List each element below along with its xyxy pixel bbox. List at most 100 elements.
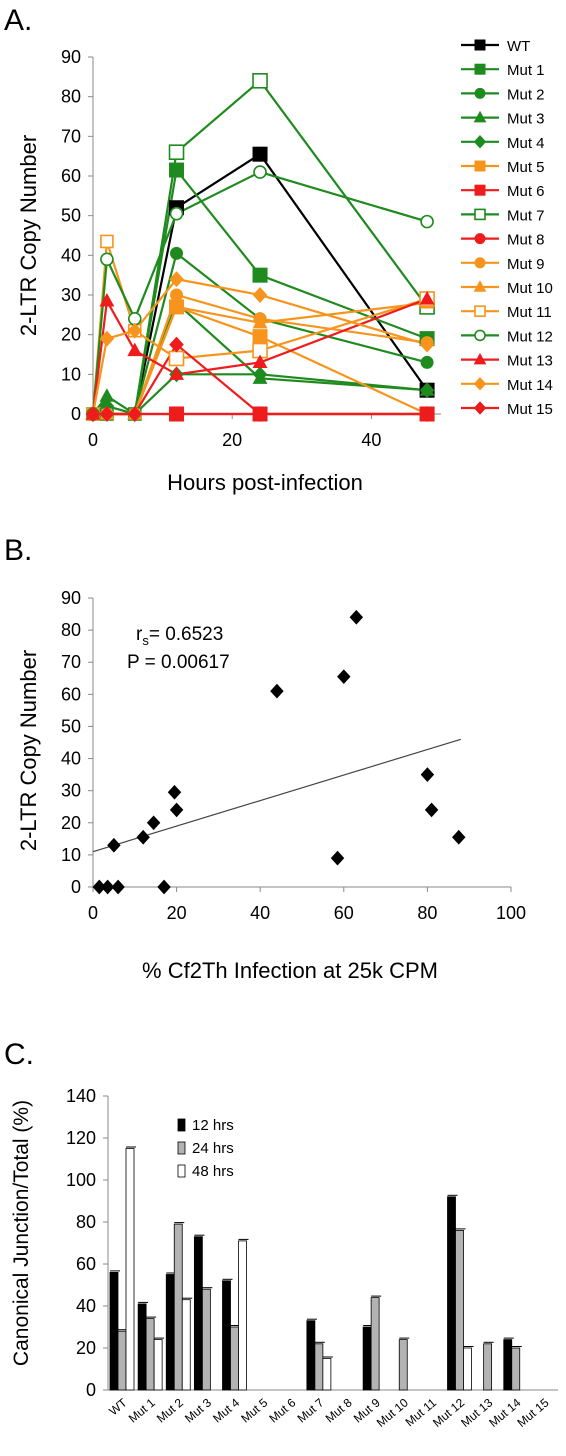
data-point	[107, 837, 121, 853]
panel-b: B. 0 10 20 30 40 50 60 70 80 90 0 20 40 60 80 100 % Cf2Th…	[4, 534, 526, 983]
series-line	[91, 297, 428, 415]
data-point	[419, 406, 435, 422]
legend-swatch	[177, 1141, 186, 1155]
data-point	[169, 366, 184, 380]
x-tick-label: 20	[167, 903, 187, 923]
series-line	[91, 170, 428, 415]
data-point	[146, 815, 161, 831]
y-tick-label: 50	[61, 206, 81, 226]
bar	[109, 1272, 119, 1391]
category-label: Mut 8	[323, 1395, 355, 1425]
data-point	[169, 802, 184, 818]
legend-label: 48 hrs	[192, 1163, 234, 1180]
bar	[230, 1326, 239, 1391]
category-label: Mut 5	[238, 1395, 270, 1425]
series-line	[91, 241, 428, 415]
category-label: Mut 7	[294, 1395, 326, 1425]
y-tick-label: 80	[76, 1212, 96, 1232]
data-point	[127, 342, 143, 357]
bar	[447, 1196, 456, 1391]
y-tick-label: 140	[66, 1086, 96, 1106]
legend-marker	[474, 208, 486, 221]
data-point	[169, 162, 185, 178]
data-point	[99, 406, 115, 422]
y-tick-label: 80	[61, 620, 81, 640]
data-point	[252, 366, 268, 383]
data-point	[419, 336, 435, 353]
legend-marker	[474, 184, 486, 196]
y-tick-label: 40	[61, 245, 81, 265]
category-label: Mut 6	[266, 1395, 298, 1425]
p-value-annotation: P = 0.00617	[127, 652, 230, 673]
y-tick-label: 60	[61, 166, 81, 186]
data-point	[127, 406, 143, 422]
bar	[455, 1230, 464, 1391]
bar	[145, 1318, 155, 1391]
panel-c: C. 0 20 40 60 80 100 120 140 Canonical Junction/T…	[4, 1038, 558, 1430]
legend-label: Mut 7	[507, 207, 545, 224]
bar	[153, 1339, 163, 1391]
data-point	[170, 246, 184, 260]
y-tick-label: 40	[61, 749, 81, 769]
data-point	[420, 355, 434, 369]
legend-marker	[474, 257, 486, 269]
bar	[173, 1223, 183, 1391]
legend-marker	[474, 329, 486, 342]
legend-swatch	[177, 1118, 186, 1132]
data-point	[157, 879, 171, 895]
y-tick-label: 40	[76, 1296, 96, 1316]
y-tick-label: 90	[61, 47, 81, 67]
x-tick-label: 60	[334, 903, 354, 923]
panel-label: A.	[4, 4, 32, 37]
data-point	[424, 802, 439, 818]
bar	[322, 1358, 332, 1391]
bar	[398, 1339, 408, 1391]
data-point	[111, 879, 125, 895]
legend-label: Mut 15	[507, 401, 553, 418]
y-tick-label: 60	[76, 1254, 96, 1274]
data-point	[270, 683, 284, 699]
data-point	[168, 144, 185, 160]
category-label: Mut 10	[374, 1395, 411, 1430]
data-point	[252, 267, 268, 283]
y-tick-label: 0	[71, 877, 81, 897]
data-point	[100, 879, 115, 895]
bar	[503, 1339, 513, 1391]
legend-label: Mut 6	[507, 183, 545, 200]
data-point	[168, 350, 185, 367]
data-point	[169, 271, 184, 288]
y-tick-label: 60	[61, 684, 81, 704]
data-point	[252, 146, 268, 162]
legend-marker	[474, 63, 486, 75]
legend-marker	[474, 233, 486, 245]
y-tick-label: 20	[61, 325, 81, 345]
y-tick-label: 10	[61, 364, 81, 384]
y-tick-label: 70	[61, 126, 81, 146]
data-point	[169, 206, 184, 221]
data-point	[167, 784, 182, 800]
y-axis-title: Canonical Junction/Total (%)	[10, 1100, 33, 1366]
data-point	[252, 287, 268, 303]
x-tick-label: 40	[361, 430, 381, 450]
y-tick-label: 0	[71, 404, 81, 424]
category-label: Mut 1	[126, 1395, 158, 1425]
x-tick-label: 0	[88, 430, 98, 450]
panel-a: A. 0 10 20 30 40 50 60 70 80 90 0 20 40 Hours post-inf…	[4, 4, 553, 495]
category-label: Mut 15	[514, 1395, 551, 1430]
bar	[165, 1274, 175, 1391]
data-point	[252, 314, 268, 329]
legend-label: 24 hrs	[192, 1140, 234, 1157]
data-point	[452, 829, 466, 845]
bar	[193, 1236, 203, 1391]
x-axis-title: % Cf2Th Infection at 25k CPM	[142, 958, 438, 983]
bar	[314, 1343, 324, 1391]
legend-label: Mut 3	[507, 111, 545, 128]
data-point	[169, 336, 184, 353]
data-point	[420, 214, 434, 229]
bar	[483, 1343, 493, 1391]
legend-marker	[473, 377, 487, 391]
bar	[125, 1148, 135, 1391]
y-axis-title: 2-LTR Copy Number	[16, 135, 41, 336]
data-point	[252, 73, 268, 89]
data-point	[253, 165, 267, 179]
